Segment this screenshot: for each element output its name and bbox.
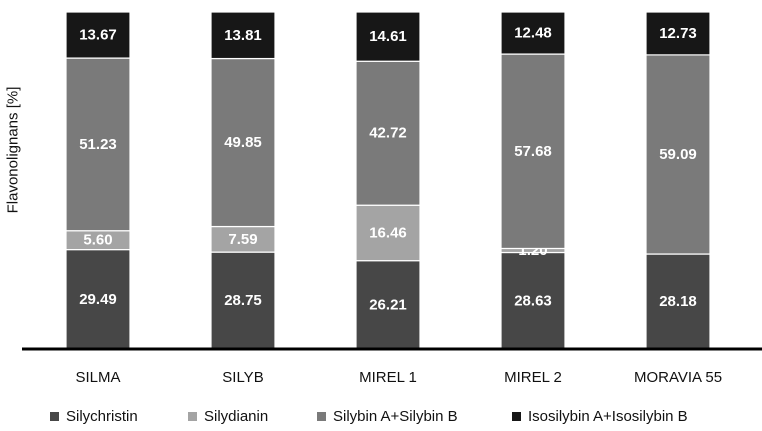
bar-segment <box>500 251 566 350</box>
data-label: 28.63 <box>514 292 552 309</box>
bar-segment <box>355 260 421 350</box>
legend-label: Silybin A+Silybin B <box>333 408 458 425</box>
legend-label: Silychristin <box>66 408 138 425</box>
x-tick-label: SILYB <box>222 369 263 386</box>
x-tick-label: SILMA <box>75 369 120 386</box>
x-tick-labels: SILMA SILYB MIREL 1 MIREL 2 MORAVIA 55 <box>75 369 722 386</box>
data-label: 12.48 <box>514 25 552 42</box>
legend-item-silybin: Silybin A+Silybin B <box>317 408 458 425</box>
legend-item-silychristin: Silychristin <box>50 408 138 425</box>
data-label: 16.46 <box>369 224 407 241</box>
data-label: 51.23 <box>79 136 117 153</box>
bar-segment <box>500 11 566 55</box>
bar-segment <box>645 11 711 56</box>
data-label: 13.67 <box>79 27 117 44</box>
data-label: 49.85 <box>224 134 262 151</box>
bar-segment <box>355 204 421 262</box>
legend-swatch-icon <box>317 412 326 421</box>
bar-segment <box>355 11 421 62</box>
data-label: 57.68 <box>514 143 552 160</box>
legend-swatch-icon <box>50 412 59 421</box>
data-label: 5.60 <box>83 232 112 249</box>
y-axis-title: Flavonolignans [%] <box>4 86 22 214</box>
data-label: 42.72 <box>369 125 407 142</box>
data-label: 12.73 <box>659 25 697 42</box>
legend-item-silydianin: Silydianin <box>188 408 268 425</box>
legend-label: Isosilybin A+Isosilybin B <box>528 408 688 425</box>
legend: Silychristin Silydianin Silybin A+Silybi… <box>0 408 762 428</box>
x-tick-label: MIREL 1 <box>359 369 417 386</box>
x-tick-label: MORAVIA 55 <box>634 369 722 386</box>
bar-segment <box>645 54 711 255</box>
bar-segment <box>210 57 276 228</box>
data-label: 7.59 <box>228 231 257 248</box>
legend-swatch-icon <box>512 412 521 421</box>
data-label: 14.61 <box>369 28 407 45</box>
bar-segment <box>210 11 276 60</box>
data-label: 28.18 <box>659 293 697 310</box>
x-tick-label: MIREL 2 <box>504 369 562 386</box>
bar-segment <box>500 53 566 250</box>
data-label: 59.09 <box>659 146 697 163</box>
data-label: 26.21 <box>369 296 407 313</box>
data-label: 13.81 <box>224 27 262 44</box>
bars-group: 29.49 5.60 51.23 13.67 28.75 7.59 49.85 13.81 26… <box>65 11 711 350</box>
data-label: 29.49 <box>79 291 117 308</box>
legend-item-isosilybin: Isosilybin A+Isosilybin B <box>512 408 688 425</box>
legend-label: Silydianin <box>204 408 269 425</box>
bar-segment <box>645 253 711 350</box>
legend-swatch-icon <box>188 412 197 421</box>
bar-segment <box>65 11 131 59</box>
bar-segment <box>65 249 131 350</box>
data-label: 28.75 <box>224 292 262 309</box>
